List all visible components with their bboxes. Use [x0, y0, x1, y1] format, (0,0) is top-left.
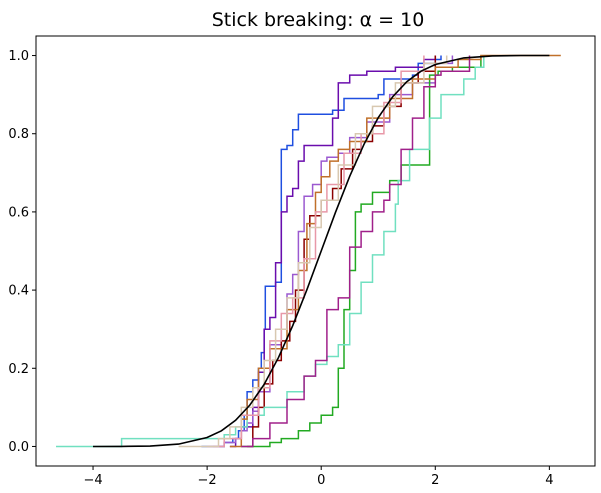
series-line-8 — [207, 55, 425, 448]
x-tick-label: −2 — [198, 473, 217, 488]
series-line-5 — [241, 55, 482, 448]
series-line-9 — [241, 55, 471, 448]
y-tick-label: 0.6 — [8, 205, 29, 220]
series-line-3 — [212, 55, 454, 448]
y-tick-label: 0.8 — [8, 127, 29, 142]
series-line-1 — [201, 55, 442, 448]
x-tick-label: 2 — [431, 473, 439, 488]
x-tick-label: −4 — [83, 473, 102, 488]
reference-curve-layer — [92, 54, 550, 448]
y-tick-label: 1.0 — [8, 49, 29, 64]
series-line-10 — [178, 55, 448, 448]
series-layer — [56, 54, 561, 448]
series-line-4 — [247, 55, 437, 448]
series-line-7 — [229, 54, 561, 448]
y-tick-label: 0.2 — [8, 362, 29, 377]
chart-title: Stick breaking: α = 10 — [212, 9, 425, 31]
series-line-2 — [229, 55, 437, 448]
plot-frame — [35, 35, 596, 467]
x-tick-label: 0 — [317, 473, 325, 488]
axes-layer: −4 −2 0 2 4 0.0 0.2 0.4 0.6 0.8 1.0 — [8, 35, 596, 488]
y-tick-label: 0.0 — [8, 440, 29, 455]
y-tick-label: 0.4 — [8, 284, 29, 299]
series-line-6 — [56, 55, 485, 448]
x-tick-label: 4 — [545, 473, 553, 488]
reference-cdf-line — [92, 54, 550, 448]
